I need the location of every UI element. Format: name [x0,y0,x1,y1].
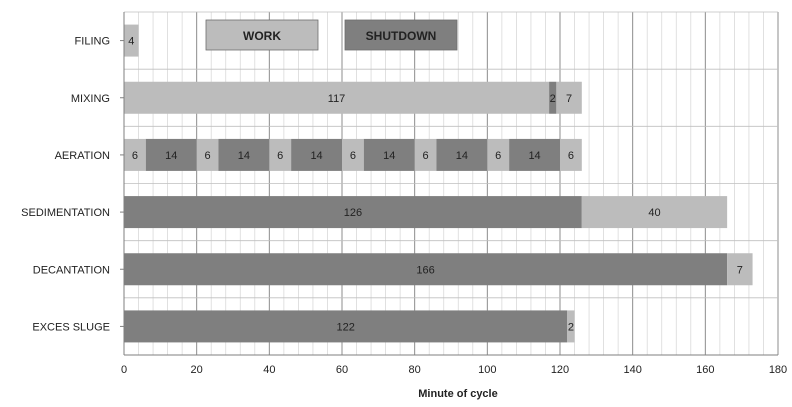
segment-value-label: 2 [568,321,574,333]
segment-value-label: 126 [344,207,362,219]
segment-value-label: 14 [528,150,540,162]
segment-value-label: 14 [383,150,395,162]
x-tick-label: 20 [191,364,203,376]
segment-value-label: 14 [310,150,322,162]
x-tick-label: 180 [769,364,787,376]
segment-value-label: 4 [128,36,134,48]
legend-label-shutdown: SHUTDOWN [366,29,437,43]
segment-value-label: 2 [550,93,556,105]
segment-value-label: 117 [328,93,346,105]
category-label: EXCES SLUGE [32,321,110,333]
x-tick-label: 40 [263,364,275,376]
segment-value-label: 6 [568,150,574,162]
category-label: SEDIMENTATION [21,207,110,219]
category-label: AERATION [55,150,110,162]
segment-value-label: 14 [238,150,250,162]
x-tick-label: 100 [478,364,496,376]
category-label: DECANTATION [33,264,110,276]
category-label: FILING [75,36,110,48]
category-label: MIXING [71,93,110,105]
segment-value-label: 122 [336,321,354,333]
x-tick-label: 60 [336,364,348,376]
x-tick-label: 0 [121,364,127,376]
segment-value-label: 6 [132,150,138,162]
segment-value-label: 7 [566,93,572,105]
segment-value-label: 6 [277,150,283,162]
segment-value-label: 40 [648,207,660,219]
legend-label-work: WORK [243,29,281,43]
segment-value-label: 166 [416,264,434,276]
segment-value-label: 6 [423,150,429,162]
x-tick-label: 80 [409,364,421,376]
segment-value-label: 6 [205,150,211,162]
x-tick-label: 120 [551,364,569,376]
segment-value-label: 7 [737,264,743,276]
segment-value-label: 6 [350,150,356,162]
segment-value-label: 14 [165,150,177,162]
segment-value-label: 14 [456,150,468,162]
x-tick-label: 160 [696,364,714,376]
x-axis-title: Minute of cycle [418,388,497,400]
segment-value-label: 6 [495,150,501,162]
x-tick-label: 140 [623,364,641,376]
